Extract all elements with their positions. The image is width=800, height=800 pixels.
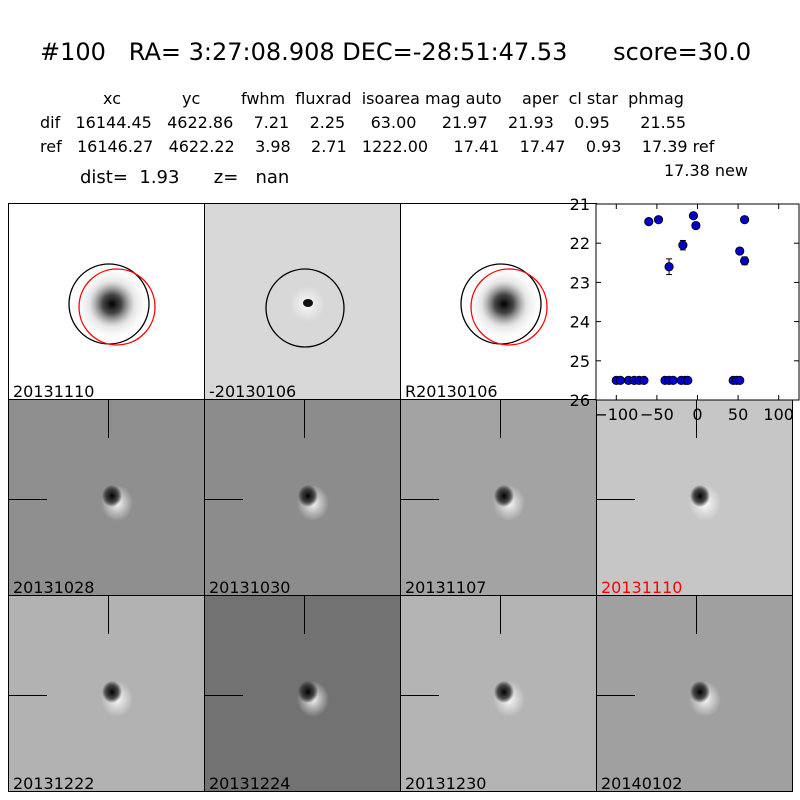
dipole-negative	[494, 681, 514, 703]
stamp-date-label: 20131107	[405, 578, 487, 596]
crosshair-tick	[205, 695, 243, 696]
data-point	[739, 215, 750, 225]
data-point	[683, 375, 693, 385]
x-tick-label: −100	[594, 405, 638, 424]
difference-stamp: 20131222	[8, 595, 205, 792]
crosshair-tick	[108, 400, 109, 438]
y-tick-label: 21	[570, 196, 590, 214]
stamp-date-label: 20131030	[209, 578, 291, 596]
difference-stamp: 20131107	[400, 399, 597, 596]
data-point	[691, 220, 701, 231]
crosshair-tick	[9, 695, 47, 696]
new-phmag: 17.38 new	[664, 161, 748, 180]
dipole-negative	[690, 681, 710, 703]
stamp-date-label: 20131110	[13, 382, 95, 400]
cutout-stamp: 20131110	[8, 203, 205, 400]
ref-aperture-circle	[78, 268, 156, 346]
source-blob	[74, 266, 150, 342]
data-point	[668, 375, 678, 385]
crosshair-tick	[108, 596, 109, 634]
stamp-date-label: 20131028	[13, 578, 95, 596]
page-title: #100 RA= 3:27:08.908 DEC=-28:51:47.53 sc…	[40, 38, 752, 66]
stamp-date-label: R20130106	[405, 382, 498, 400]
dipole-negative	[690, 485, 710, 507]
crosshair-tick	[500, 596, 501, 634]
y-tick-label: 24	[570, 313, 590, 332]
crosshair-tick	[401, 499, 439, 500]
dipole-negative	[102, 681, 122, 703]
dist-row: dist= 1.93 z= nan	[80, 167, 290, 188]
difference-stamp: 20140102	[596, 595, 793, 792]
data-point	[639, 375, 649, 385]
data-point	[739, 256, 750, 266]
stamp-date-label: 20140102	[601, 774, 683, 792]
crosshair-tick	[500, 400, 501, 438]
data-point	[664, 262, 674, 272]
crosshair-tick	[696, 400, 697, 438]
stamp-date-label: 20131110	[601, 578, 683, 596]
ref-row: ref 16146.27 4622.22 3.98 2.71 1222.00 1…	[40, 137, 715, 156]
data-point	[644, 217, 654, 227]
crosshair-tick	[205, 499, 243, 500]
y-tick-label: 26	[570, 391, 590, 410]
residual-core	[303, 299, 313, 307]
data-point	[653, 215, 664, 225]
plot-area	[595, 203, 800, 401]
dif-row: dif 16144.45 4622.86 7.21 2.25 63.00 21.…	[40, 113, 687, 132]
lightcurve-chart: 21 22 23 24 25 26−100 −50 0 50 100	[570, 195, 800, 424]
y-tick-label: 23	[570, 273, 590, 292]
dipole-negative	[298, 485, 318, 507]
dipole-negative	[494, 485, 514, 507]
column-headers: xc yc fwhm fluxrad isoarea mag auto aper…	[103, 89, 684, 108]
dipole-negative	[298, 681, 318, 703]
crosshair-tick	[597, 499, 635, 500]
stamp-date-label: 20131224	[209, 774, 291, 792]
x-tick-label: 100	[763, 405, 794, 424]
crosshair-tick	[401, 695, 439, 696]
data-point	[678, 240, 688, 250]
y-tick-label: 25	[570, 352, 590, 371]
crosshair-tick	[304, 596, 305, 634]
x-tick-label: 0	[692, 405, 702, 424]
aperture-circle	[265, 268, 345, 348]
difference-stamp: 20131110	[596, 399, 793, 596]
crosshair-tick	[9, 499, 47, 500]
difference-stamp: 20131030	[204, 399, 401, 596]
cutout-stamp: -20130106	[204, 203, 401, 400]
ref-aperture-circle	[470, 268, 548, 346]
data-point	[735, 375, 745, 385]
source-blob	[466, 266, 542, 342]
crosshair-tick	[597, 695, 635, 696]
data-point	[735, 246, 745, 256]
crosshair-tick	[304, 400, 305, 438]
dipole-negative	[102, 485, 122, 507]
lightcurve-panel: 21 22 23 24 25 26 −100 −50 0 50 100	[540, 195, 800, 428]
stamp-date-label: -20130106	[209, 382, 297, 400]
data-point	[688, 211, 699, 221]
crosshair-tick	[696, 596, 697, 634]
stamp-date-label: 20131222	[13, 774, 95, 792]
difference-stamp: 20131224	[204, 595, 401, 792]
x-tick-label: −50	[640, 405, 674, 424]
stamp-date-label: 20131230	[405, 774, 487, 792]
difference-stamp: 20131028	[8, 399, 205, 596]
difference-stamp: 20131230	[400, 595, 597, 792]
x-tick-label: 50	[728, 405, 748, 424]
data-point	[615, 375, 625, 385]
y-tick-label: 22	[570, 234, 590, 253]
